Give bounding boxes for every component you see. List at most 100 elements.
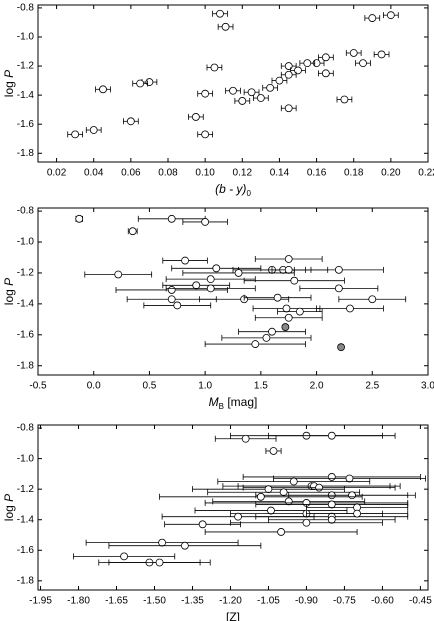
point — [206, 284, 215, 293]
x-tick-label: -0.60 — [371, 596, 394, 607]
y-axis-label: log P — [2, 70, 16, 97]
point — [201, 89, 210, 98]
y-label-var: P — [2, 278, 16, 286]
point — [273, 293, 282, 302]
point — [221, 22, 230, 31]
point — [289, 477, 298, 486]
point — [279, 488, 288, 497]
point — [321, 53, 330, 62]
point — [251, 340, 260, 348]
y-tick-label: -1.0 — [17, 453, 35, 464]
point — [234, 269, 243, 277]
point — [348, 491, 356, 500]
x-tick-label: 0.06 — [121, 168, 141, 179]
point — [192, 281, 201, 290]
plot-frame — [37, 4, 429, 163]
y-tick-label: -1.4 — [17, 514, 35, 525]
point — [284, 104, 293, 113]
point — [167, 214, 176, 223]
point — [126, 117, 135, 126]
x-tick-label: 0.10 — [195, 168, 215, 179]
point — [241, 434, 250, 443]
y-label-main: log — [2, 505, 16, 521]
x-tick-label: 2.5 — [365, 381, 379, 392]
x-tick-label: 0.0 — [87, 381, 101, 392]
x-tick-label: 1.5 — [254, 381, 268, 392]
plot-frame — [37, 207, 429, 376]
x-tick-label: 0.16 — [307, 168, 327, 179]
y-label-var: P — [2, 494, 16, 502]
y-tick-label: -1.6 — [17, 329, 35, 340]
y-tick-label: -1.8 — [17, 360, 35, 371]
plot-frame — [37, 424, 429, 591]
point — [386, 11, 395, 20]
x-tick-label: -1.95 — [29, 596, 52, 607]
y-tick-label: -1.2 — [17, 484, 35, 495]
point — [206, 275, 215, 284]
x-tick-label: 1.0 — [198, 381, 212, 392]
point — [212, 264, 221, 273]
point — [281, 323, 290, 331]
point — [284, 313, 293, 322]
x-tick-label: -0.90 — [295, 596, 318, 607]
x-tick-label: -0.75 — [333, 596, 356, 607]
point — [155, 558, 164, 567]
point — [377, 50, 386, 59]
x-tick-label: -1.50 — [143, 596, 166, 607]
y-tick-label: -0.8 — [17, 206, 35, 217]
point — [321, 69, 330, 78]
x-tick-label: 2.0 — [310, 381, 324, 392]
point — [327, 473, 336, 481]
x-tick-label: 3.0 — [421, 381, 434, 392]
point — [191, 113, 200, 121]
point — [345, 474, 354, 483]
point — [266, 83, 275, 92]
x-tick-label: 0.14 — [270, 168, 290, 179]
y-tick-label: -1.2 — [17, 61, 35, 72]
point — [346, 304, 354, 313]
point — [114, 270, 123, 279]
y-label-main: log — [2, 289, 16, 305]
x-axis-label: [Z] — [226, 610, 240, 621]
x-label-main: [Z] — [226, 610, 240, 621]
point — [89, 126, 98, 134]
x-tick-label: -0.45 — [409, 596, 432, 607]
x-tick-label: 0.22 — [418, 168, 434, 179]
x-label-tail: [mag] — [224, 395, 257, 409]
point — [353, 509, 361, 518]
point — [327, 515, 336, 524]
point — [302, 518, 311, 527]
x-tick-label: -1.05 — [257, 596, 280, 607]
point — [210, 63, 219, 72]
point — [295, 307, 304, 316]
y-tick-label: -0.8 — [17, 423, 35, 434]
x-tick-label: 0.5 — [142, 381, 156, 392]
point — [256, 492, 265, 501]
x-label-sub: B — [219, 402, 224, 411]
point — [136, 79, 145, 88]
point — [303, 59, 312, 68]
point — [71, 130, 80, 139]
point — [198, 520, 207, 529]
point — [247, 88, 256, 97]
point — [368, 14, 377, 22]
y-axis-label: log P — [2, 494, 16, 521]
point — [334, 265, 343, 274]
x-label-main: (b - y) — [215, 182, 246, 196]
x-tick-label: -1.65 — [105, 596, 128, 607]
point — [238, 97, 247, 105]
x-tick-label: 0.04 — [84, 168, 104, 179]
point — [269, 447, 278, 455]
point — [294, 66, 302, 75]
point — [282, 304, 291, 313]
x-tick-label: 0.18 — [344, 168, 364, 179]
point — [201, 130, 210, 139]
point — [128, 227, 137, 236]
y-tick-label: -1.4 — [17, 90, 35, 101]
point — [277, 528, 286, 536]
point — [75, 214, 84, 223]
point — [234, 512, 242, 521]
point — [167, 286, 176, 294]
y-label-var: P — [2, 70, 16, 78]
